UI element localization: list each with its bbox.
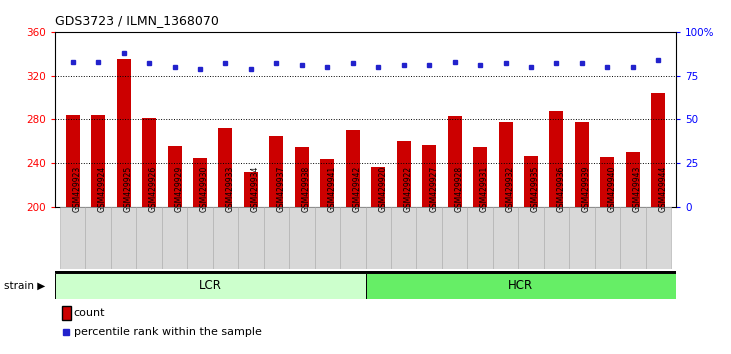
FancyBboxPatch shape	[187, 207, 213, 269]
Bar	[550, 111, 564, 207]
Bar	[219, 128, 232, 207]
Bar	[55, 273, 366, 299]
Bar	[142, 118, 156, 207]
FancyBboxPatch shape	[111, 207, 136, 269]
Text: strain ▶: strain ▶	[4, 281, 45, 291]
Text: GSM429930: GSM429930	[200, 166, 209, 212]
FancyBboxPatch shape	[340, 207, 366, 269]
Bar	[499, 122, 512, 207]
Text: LCR: LCR	[199, 279, 221, 292]
FancyBboxPatch shape	[213, 207, 238, 269]
Text: GDS3723 / ILMN_1368070: GDS3723 / ILMN_1368070	[55, 14, 219, 27]
Text: GSM429941: GSM429941	[327, 166, 336, 212]
Text: GSM429935: GSM429935	[531, 166, 540, 212]
FancyBboxPatch shape	[314, 207, 340, 269]
Text: GSM429940: GSM429940	[607, 166, 616, 212]
Text: GSM429937: GSM429937	[276, 166, 285, 212]
Text: GSM429924: GSM429924	[98, 166, 107, 212]
Bar	[269, 136, 284, 207]
FancyBboxPatch shape	[86, 207, 111, 269]
FancyBboxPatch shape	[391, 207, 417, 269]
FancyBboxPatch shape	[238, 207, 264, 269]
Text: GSM429922: GSM429922	[404, 166, 413, 212]
Bar	[423, 145, 436, 207]
Bar	[651, 93, 665, 207]
Text: count: count	[74, 308, 105, 318]
Bar	[116, 59, 131, 207]
Bar	[397, 141, 411, 207]
Bar	[320, 159, 334, 207]
Text: percentile rank within the sample: percentile rank within the sample	[74, 327, 262, 337]
FancyBboxPatch shape	[162, 207, 187, 269]
Text: GSM429938: GSM429938	[302, 166, 311, 212]
Bar	[575, 122, 589, 207]
FancyBboxPatch shape	[645, 207, 671, 269]
Bar	[371, 167, 385, 207]
FancyBboxPatch shape	[60, 207, 86, 269]
Bar	[346, 130, 360, 207]
FancyBboxPatch shape	[569, 207, 595, 269]
FancyBboxPatch shape	[544, 207, 569, 269]
Bar	[244, 172, 258, 207]
Bar	[366, 273, 676, 299]
Text: GSM429933: GSM429933	[225, 166, 235, 212]
FancyBboxPatch shape	[493, 207, 518, 269]
Text: GSM429927: GSM429927	[429, 166, 438, 212]
FancyBboxPatch shape	[417, 207, 442, 269]
FancyBboxPatch shape	[264, 207, 289, 269]
Text: GSM429932: GSM429932	[506, 166, 515, 212]
Text: GSM429939: GSM429939	[582, 166, 591, 212]
Text: GSM429923: GSM429923	[72, 166, 82, 212]
Text: GSM429944: GSM429944	[659, 166, 667, 212]
FancyBboxPatch shape	[366, 207, 391, 269]
Text: GSM429942: GSM429942	[353, 166, 362, 212]
FancyBboxPatch shape	[518, 207, 544, 269]
Bar	[473, 147, 487, 207]
FancyBboxPatch shape	[289, 207, 314, 269]
Text: GSM429931: GSM429931	[480, 166, 489, 212]
Text: GSM429925: GSM429925	[124, 166, 132, 212]
Text: GSM429926: GSM429926	[149, 166, 158, 212]
FancyBboxPatch shape	[595, 207, 620, 269]
Text: GSM429943: GSM429943	[633, 166, 642, 212]
Bar	[167, 146, 181, 207]
Bar	[91, 115, 105, 207]
Text: GSM429920: GSM429920	[378, 166, 387, 212]
Bar	[447, 116, 462, 207]
FancyBboxPatch shape	[136, 207, 162, 269]
Bar	[193, 158, 207, 207]
FancyBboxPatch shape	[442, 207, 467, 269]
Bar	[66, 115, 80, 207]
Text: GSM429928: GSM429928	[455, 166, 463, 212]
FancyBboxPatch shape	[467, 207, 493, 269]
Bar	[600, 157, 615, 207]
Bar	[626, 152, 640, 207]
Text: GSM429929: GSM429929	[175, 166, 183, 212]
Text: GSM429936: GSM429936	[556, 166, 566, 212]
Bar	[524, 156, 538, 207]
Text: HCR: HCR	[508, 279, 534, 292]
Bar	[295, 147, 308, 207]
Text: GSM429934: GSM429934	[251, 166, 260, 212]
FancyBboxPatch shape	[620, 207, 645, 269]
